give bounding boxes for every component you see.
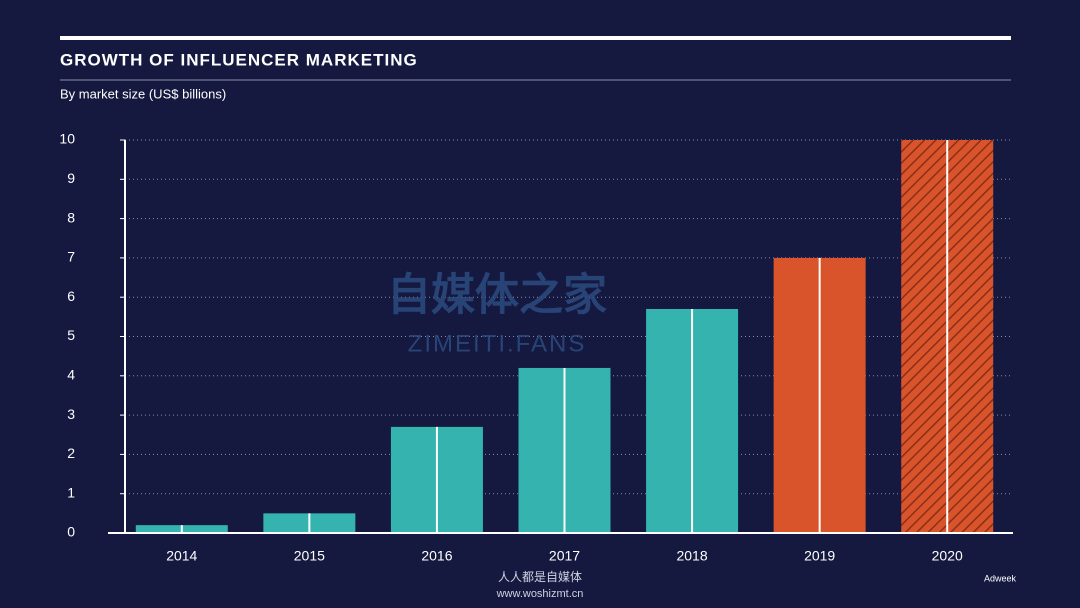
y-tick-label: 0 bbox=[67, 524, 75, 540]
y-tick-label: 5 bbox=[67, 327, 75, 343]
x-tick-label: 2016 bbox=[421, 548, 452, 564]
x-tick-label: 2017 bbox=[549, 548, 580, 564]
source: Adweek bbox=[984, 573, 1017, 583]
plot: 0 1 2 3 4 5 6 7 8 9 10 2014 2015 2016 2017 2018 2019 2020 bbox=[59, 131, 1013, 564]
x-tick-label: 2019 bbox=[804, 548, 835, 564]
x-tick-label: 2020 bbox=[932, 548, 963, 564]
chart-subtitle: By market size (US$ billions) bbox=[60, 86, 226, 101]
x-tick-label: 2014 bbox=[166, 548, 197, 564]
y-tick-label: 10 bbox=[59, 131, 75, 147]
y-tick-label: 4 bbox=[67, 367, 75, 383]
chart-title: GROWTH OF INFLUENCER MARKETING bbox=[60, 50, 418, 69]
y-tick-label: 7 bbox=[67, 249, 75, 265]
y-tick-label: 3 bbox=[67, 406, 75, 422]
watermark: 自媒体之家 bbox=[387, 271, 607, 320]
watermark: 人人都是自媒体 bbox=[498, 570, 582, 584]
y-tick-label: 8 bbox=[67, 209, 75, 225]
x-tick-label: 2018 bbox=[676, 548, 707, 564]
y-tick-label: 6 bbox=[67, 288, 75, 304]
watermark: www.woshizmt.cn bbox=[496, 588, 584, 600]
watermark: ZIMEITI.FANS bbox=[408, 330, 587, 357]
y-tick-label: 2 bbox=[67, 445, 75, 461]
y-tick-label: 9 bbox=[67, 170, 75, 186]
x-tick-label: 2015 bbox=[294, 548, 325, 564]
y-tick-label: 1 bbox=[67, 484, 75, 500]
